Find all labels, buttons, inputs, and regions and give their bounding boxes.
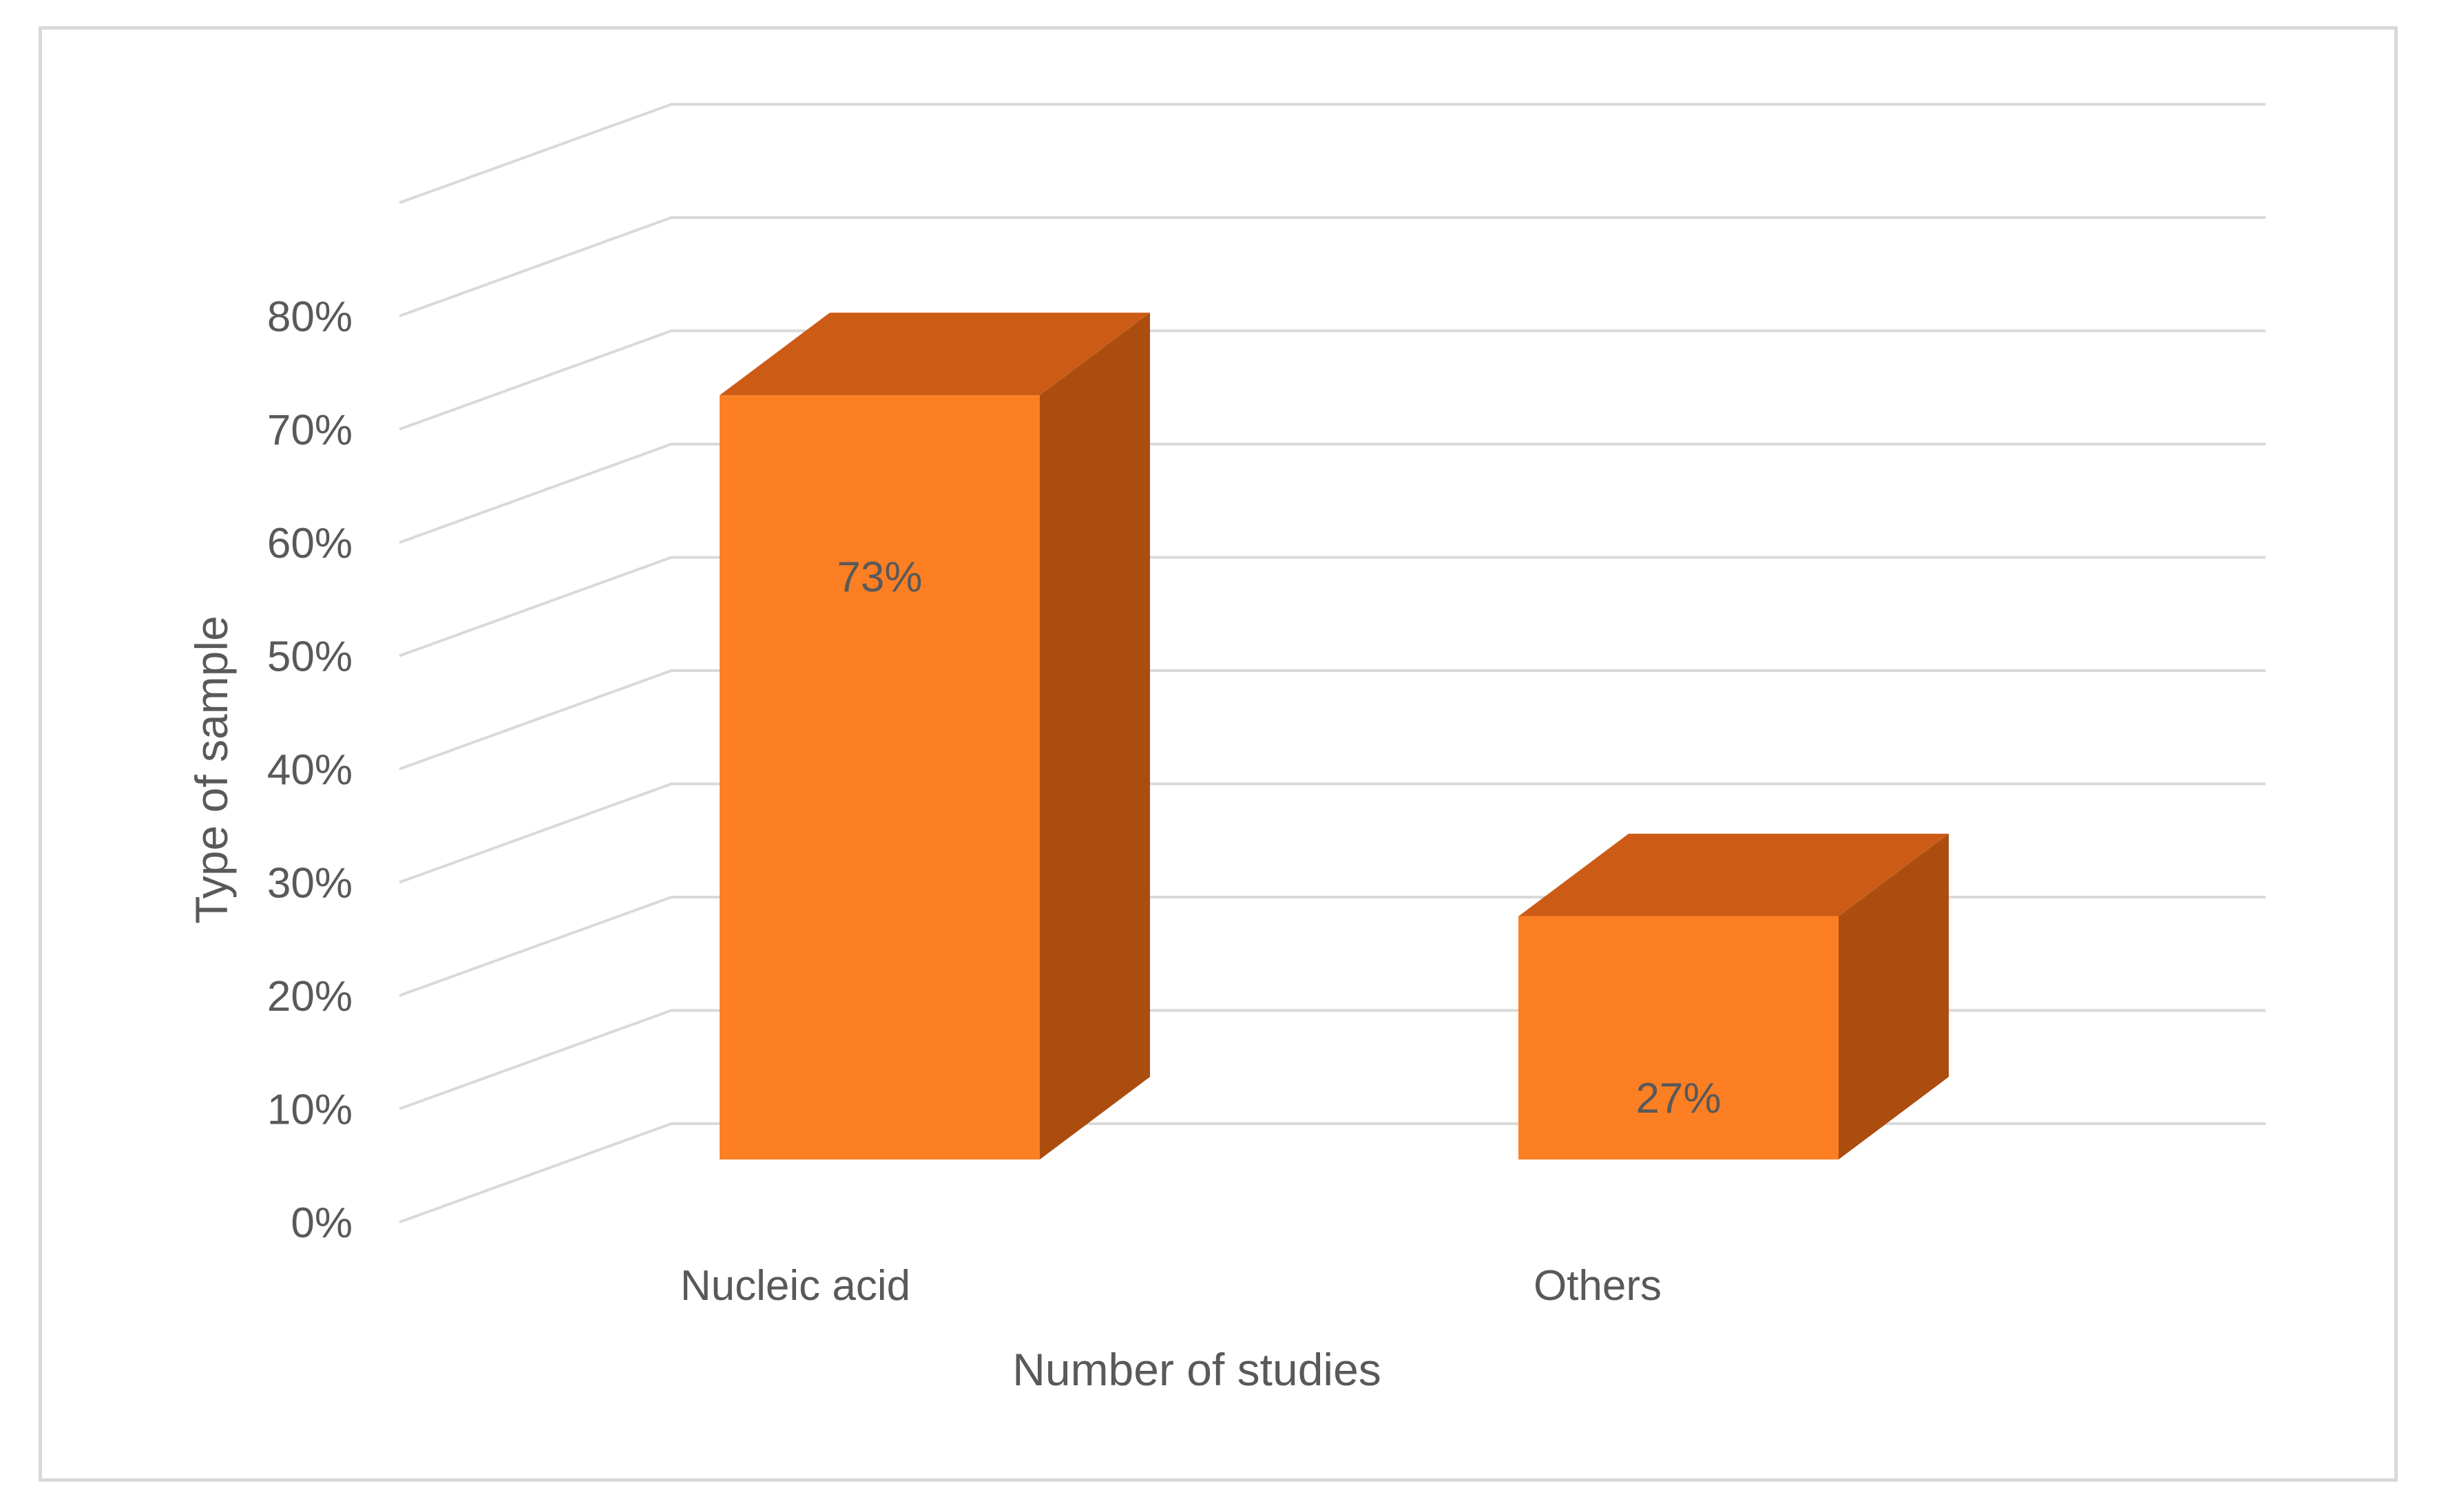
gridline: [399, 669, 2266, 770]
y-axis-title: Type of sample: [186, 616, 237, 924]
y-tick-label: 40%: [267, 746, 353, 794]
gridline: [399, 782, 2266, 884]
bar: [720, 395, 1040, 1159]
chart-frame: [39, 26, 2398, 1482]
bar: [1518, 916, 1839, 1159]
bar-top: [1518, 833, 1949, 916]
y-tick-label: 20%: [267, 973, 353, 1020]
gridline: [399, 1122, 2266, 1224]
data-label: 73%: [837, 554, 922, 601]
data-label: 27%: [1635, 1075, 1721, 1122]
gridline: [399, 896, 2266, 997]
bars: 73% 27%: [720, 313, 1949, 1159]
y-tick-label: 30%: [267, 860, 353, 907]
y-tick-label: 80%: [267, 293, 353, 341]
bar-side: [1839, 833, 1949, 1159]
gridline: [399, 216, 2266, 317]
y-tick-label: 50%: [267, 633, 353, 681]
y-tick-label: 10%: [267, 1086, 353, 1134]
y-tick-label: 70%: [267, 407, 353, 454]
y-tick-label: 0%: [291, 1199, 353, 1247]
gridline: [399, 103, 2266, 204]
gridline: [399, 329, 2266, 431]
x-tick-label: Nucleic acid: [680, 1262, 910, 1310]
bar-top: [720, 313, 1150, 396]
x-tick-label: Others: [1534, 1262, 1662, 1310]
y-tick-label: 60%: [267, 520, 353, 567]
gridline: [399, 443, 2266, 544]
gridline: [399, 1009, 2266, 1111]
gridlines: [399, 103, 2266, 1224]
x-tick-labels: Nucleic acid Others: [680, 1262, 1662, 1310]
y-tick-labels: 0% 10% 20% 30% 40% 50% 60% 70% 80%: [267, 293, 353, 1247]
gridline: [399, 556, 2266, 658]
x-axis-title: Number of studies: [1012, 1344, 1381, 1395]
bar-side: [1040, 313, 1150, 1159]
